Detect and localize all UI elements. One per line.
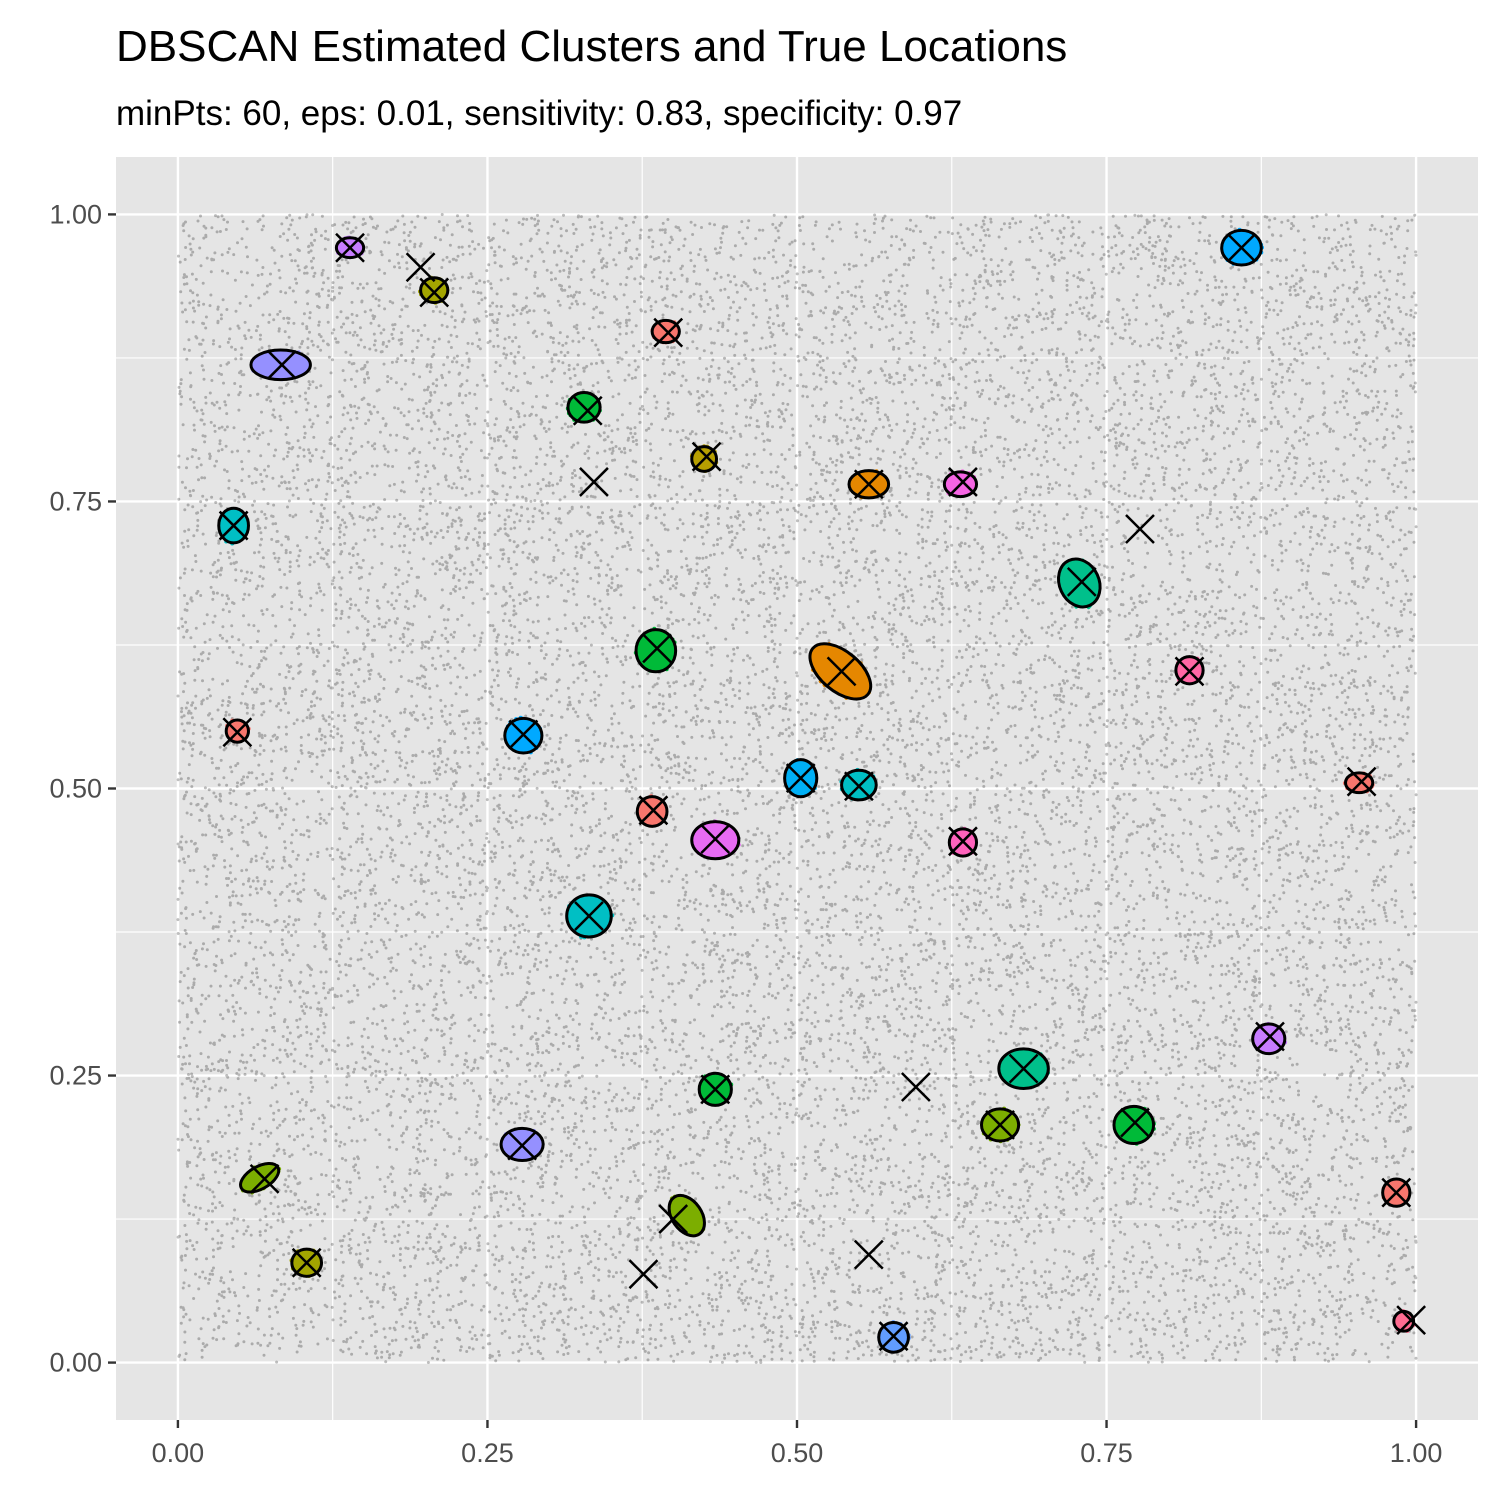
x-tick-label: 0.75 xyxy=(1080,1438,1133,1468)
true-location-marker xyxy=(948,467,978,497)
true-location-marker xyxy=(900,1072,931,1102)
true-location-marker xyxy=(1226,232,1257,263)
true-location-marker xyxy=(985,1110,1015,1140)
true-location-marker xyxy=(579,467,609,497)
true-location-marker xyxy=(1255,1021,1285,1052)
true-location-marker xyxy=(653,317,684,348)
y-tick-label: 0.50 xyxy=(49,774,102,804)
true-location-marker xyxy=(267,349,297,380)
x-tick-label: 1.00 xyxy=(1390,1438,1443,1468)
true-location-marker xyxy=(628,1259,659,1290)
true-location-marker xyxy=(853,469,884,500)
true-location-marker xyxy=(844,771,874,802)
true-location-marker xyxy=(419,277,450,308)
x-tick-label: 0.25 xyxy=(461,1438,514,1468)
chart-title: DBSCAN Estimated Clusters and True Locat… xyxy=(116,22,1068,71)
true-location-marker xyxy=(507,1130,538,1161)
true-location-marker xyxy=(1396,1305,1427,1335)
true-location-marker xyxy=(642,633,672,664)
true-location-marker xyxy=(222,717,253,748)
x-tick-label: 0.50 xyxy=(771,1438,824,1468)
true-location-marker xyxy=(700,1074,731,1105)
true-location-marker xyxy=(572,395,603,426)
y-tick-label: 0.25 xyxy=(49,1061,102,1091)
true-location-marker xyxy=(249,1163,280,1194)
noise-points xyxy=(176,213,1418,1364)
x-axis: 0.00 0.25 0.50 0.75 1.00 xyxy=(152,1420,1443,1468)
y-tick-label: 0.00 xyxy=(49,1348,102,1378)
true-location-marker xyxy=(638,795,669,826)
y-axis: 0.00 0.25 0.50 0.75 1.00 xyxy=(49,199,116,1378)
true-location-marker xyxy=(218,510,249,541)
true-location-markers xyxy=(218,232,1427,1352)
y-tick-label: 0.75 xyxy=(49,486,102,516)
true-location-marker xyxy=(1120,1107,1150,1138)
true-location-marker xyxy=(508,719,539,750)
true-location-marker xyxy=(405,252,436,283)
true-location-marker xyxy=(785,763,816,794)
noise-point-cloud xyxy=(176,213,1418,1364)
true-location-marker xyxy=(691,441,722,472)
y-tick-label: 1.00 xyxy=(49,199,102,229)
true-location-marker xyxy=(948,826,978,857)
true-location-marker xyxy=(658,1204,689,1234)
true-location-marker xyxy=(878,1321,909,1352)
chart-subtitle: minPts: 60, eps: 0.01, sensitivity: 0.83… xyxy=(116,94,963,133)
x-tick-label: 0.00 xyxy=(152,1438,205,1468)
true-location-marker xyxy=(826,656,857,687)
true-location-marker xyxy=(853,1239,884,1270)
true-location-marker xyxy=(1346,766,1377,797)
true-location-marker xyxy=(1174,656,1205,687)
true-location-marker xyxy=(574,901,604,931)
true-location-marker xyxy=(700,824,731,854)
true-location-marker xyxy=(1381,1177,1412,1208)
true-location-marker xyxy=(335,232,365,263)
cluster-ellipse xyxy=(667,1193,706,1238)
true-location-marker xyxy=(1066,566,1097,597)
true-location-marker xyxy=(1008,1053,1039,1084)
true-location-marker xyxy=(1125,514,1155,544)
true-location-marker xyxy=(291,1247,322,1278)
